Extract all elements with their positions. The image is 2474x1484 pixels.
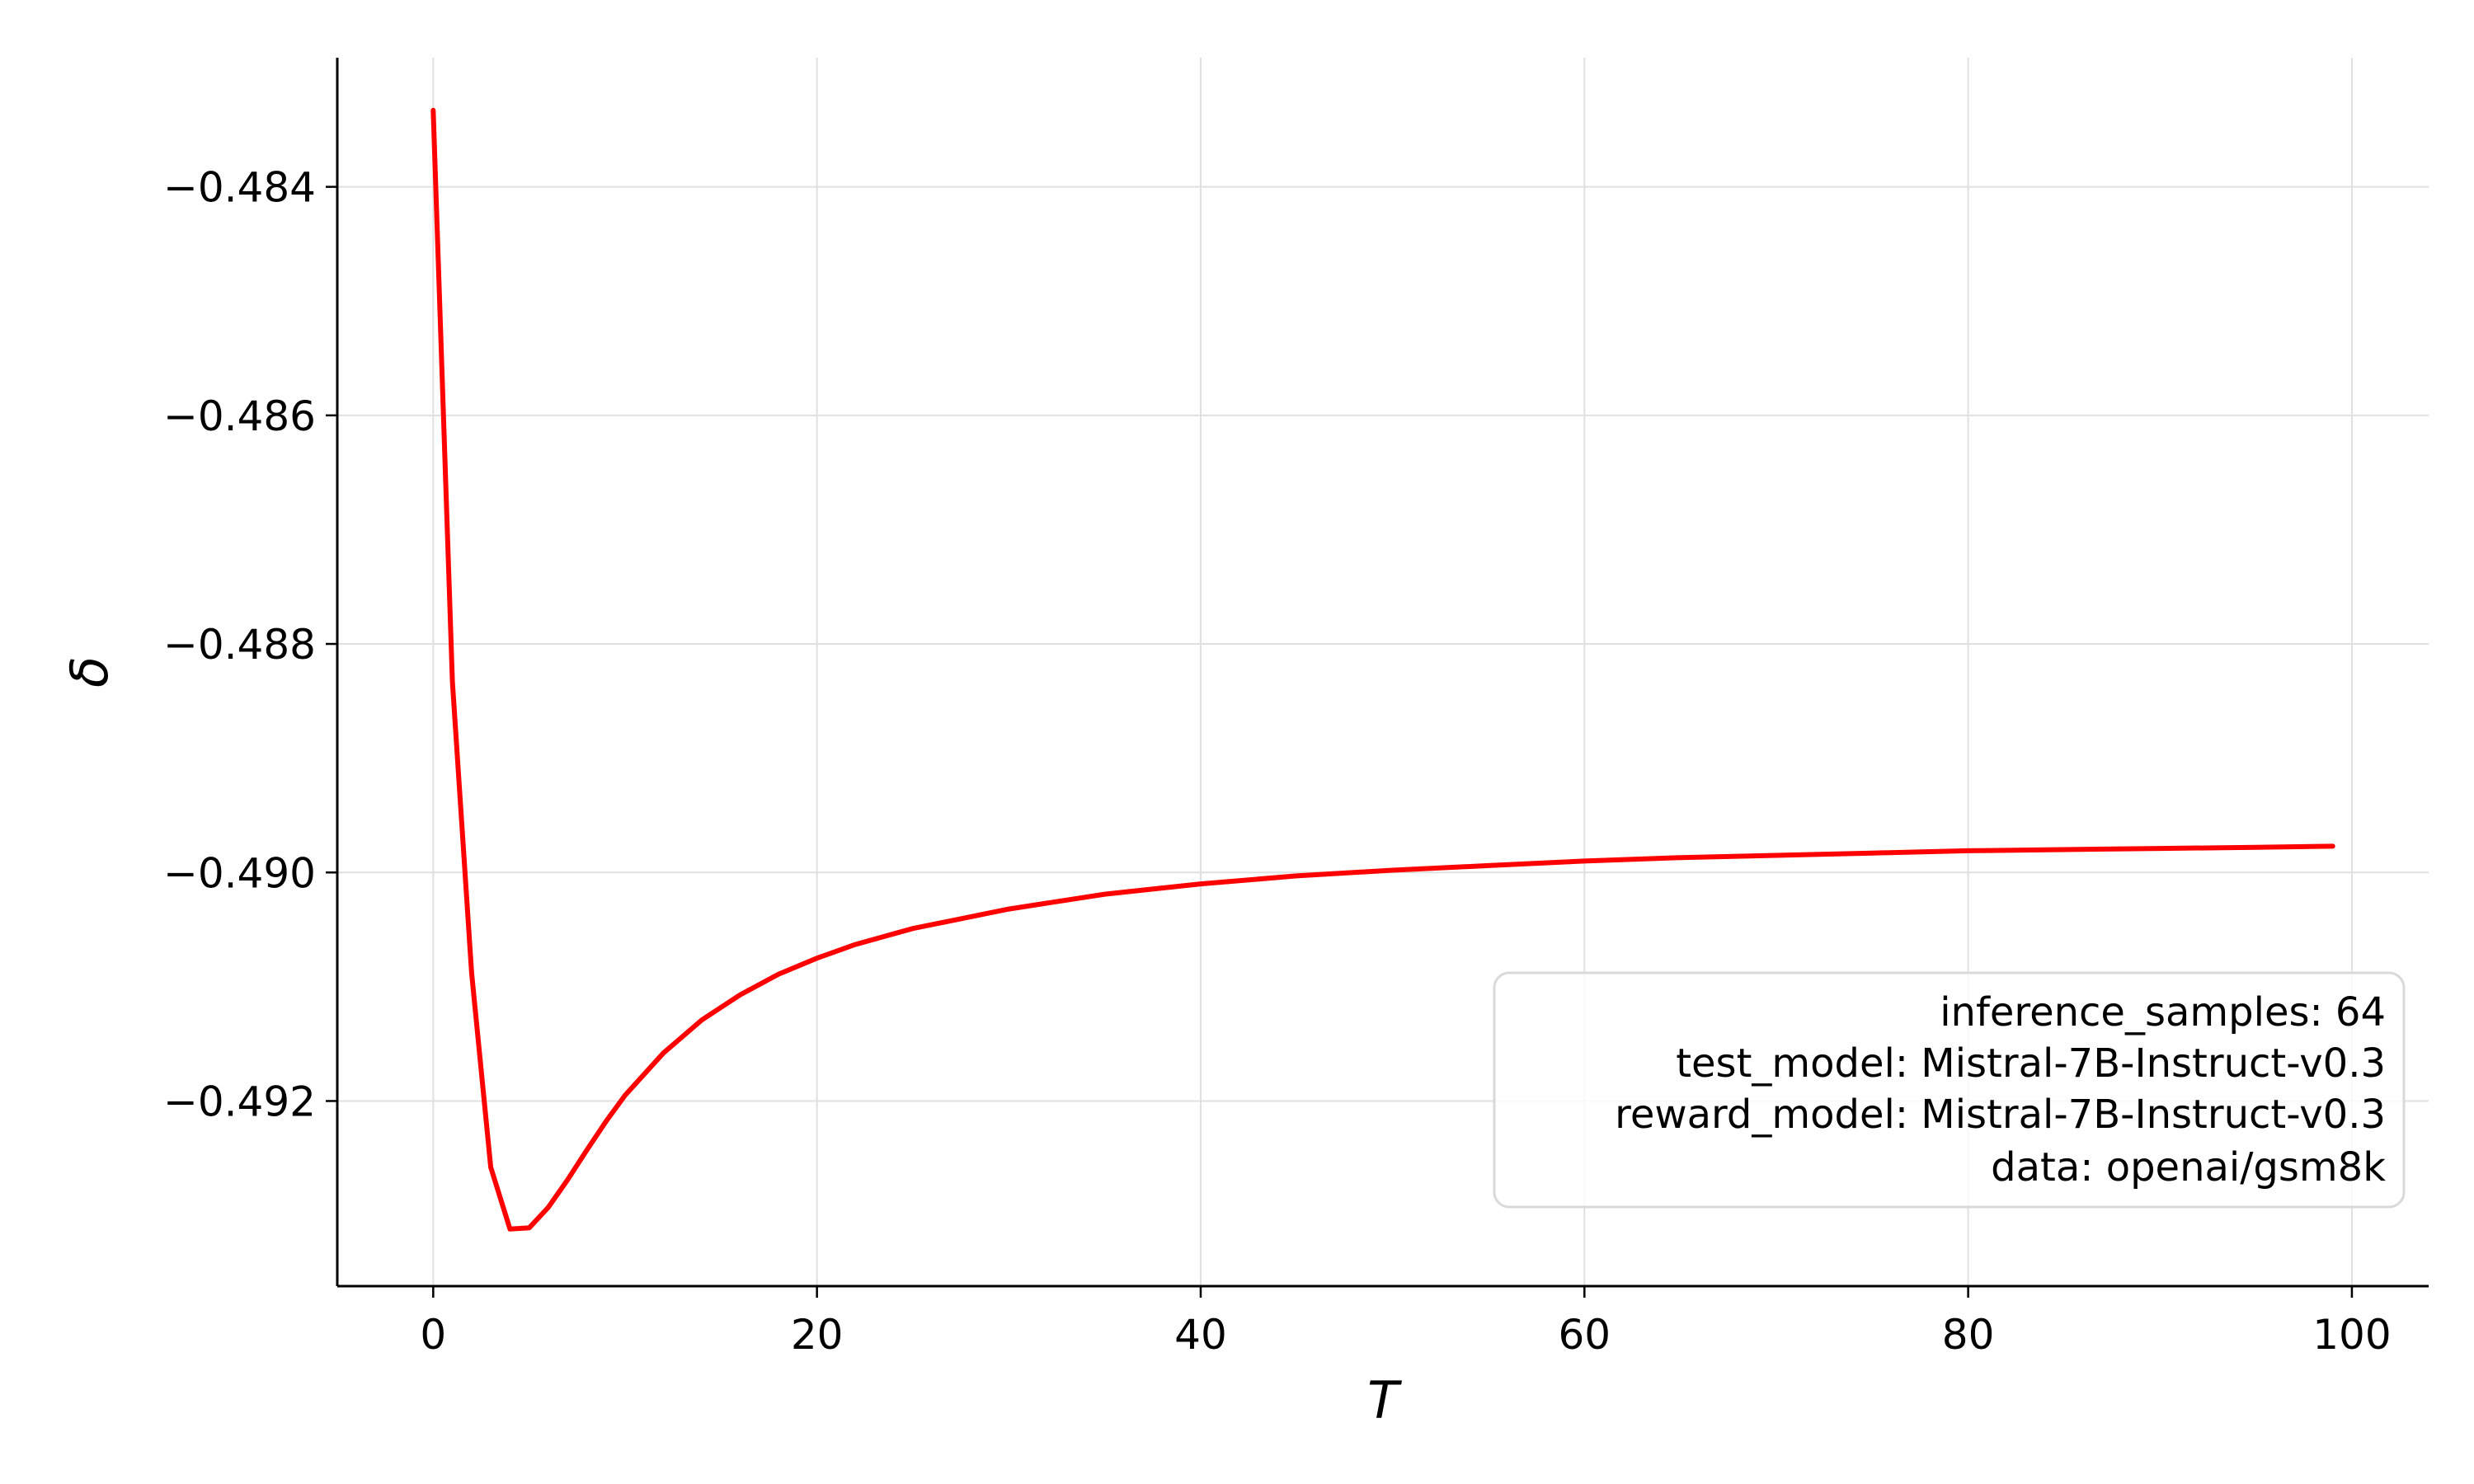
- x-tick-label: 60: [1558, 1311, 1611, 1359]
- grid: [337, 58, 2429, 1286]
- y-tick-label: −0.486: [163, 392, 316, 440]
- legend-line-inference-samples: inference_samples: 64: [1940, 989, 2386, 1036]
- x-tick-label: 40: [1174, 1311, 1227, 1359]
- y-axis-label: δ: [59, 656, 120, 688]
- ticks: 0 20 40 60 80 100 −0.484 −0.486 −0.488 −0.490 −0.4…: [163, 164, 2392, 1359]
- y-tick-label: −0.492: [163, 1078, 316, 1125]
- y-tick-label: −0.484: [163, 164, 316, 212]
- y-tick-label: −0.488: [163, 621, 316, 669]
- legend-line-data: data: openai/gsm8k: [1991, 1144, 2386, 1190]
- series-line: [430, 107, 2335, 1232]
- legend-box: inference_samples: 64 test_model: Mistra…: [1493, 971, 2406, 1209]
- y-tick-label: −0.490: [163, 849, 316, 897]
- legend-line-reward-model: reward_model: Mistral-7B-Instruct-v0.3: [1615, 1092, 2386, 1138]
- x-tick-label: 0: [420, 1311, 446, 1359]
- x-tick-label: 100: [2312, 1311, 2391, 1359]
- legend-line-test-model: test_model: Mistral-7B-Instruct-v0.3: [1676, 1040, 2386, 1087]
- x-tick-label: 80: [1942, 1311, 1995, 1359]
- x-axis-label: T: [1367, 1370, 1402, 1430]
- legend-frame: [1493, 971, 2406, 1209]
- plot-area: [430, 107, 2335, 1232]
- x-tick-label: 20: [791, 1311, 844, 1359]
- axes: [336, 58, 2429, 1288]
